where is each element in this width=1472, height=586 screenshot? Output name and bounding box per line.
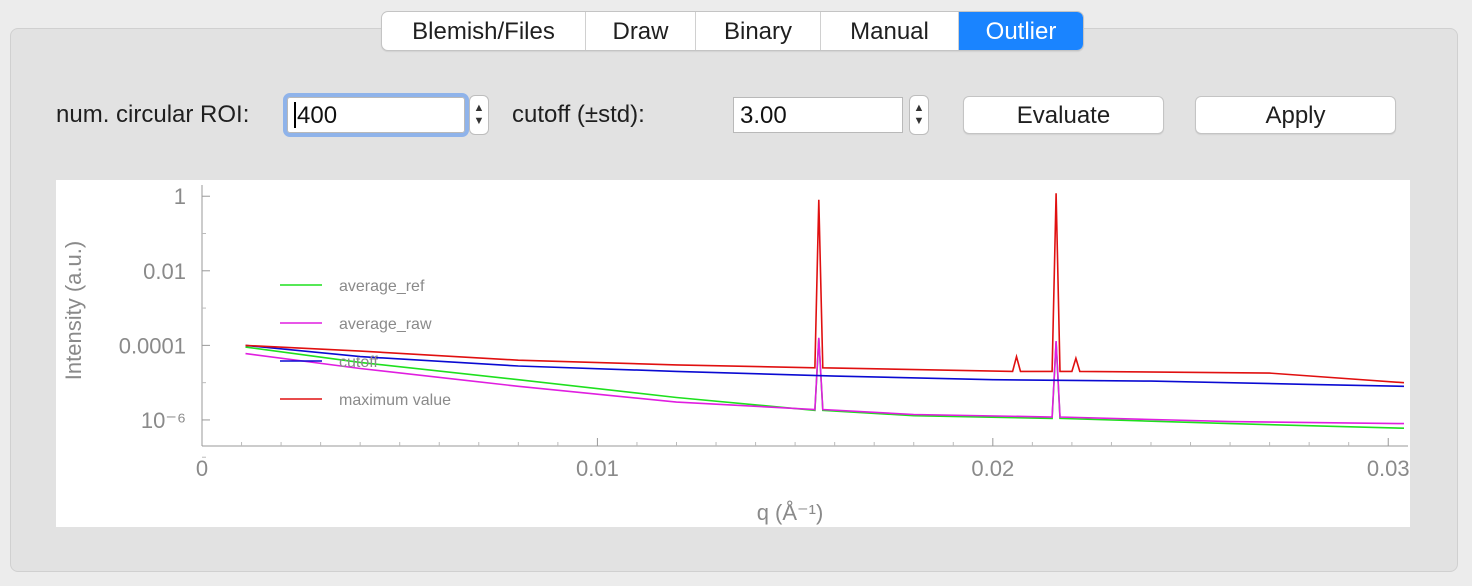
cutoff-label: cutoff (±std): xyxy=(512,101,645,128)
intensity-chart-svg: 0 0.01 0.02 0.03 1 0.01 0.0001 10⁻⁶ q (Å⁻¹) Inten… xyxy=(61,184,1410,525)
cutoff-value: 3.00 xyxy=(740,102,787,129)
y-tick-label: 1 xyxy=(174,184,186,209)
tab-draw[interactable]: Draw xyxy=(586,12,696,50)
stepper-down-icon[interactable]: ▼ xyxy=(473,115,485,127)
stepper-up-icon[interactable]: ▲ xyxy=(473,102,485,114)
tab-manual[interactable]: Manual xyxy=(821,12,959,50)
series-line-cutoff xyxy=(245,344,1405,388)
roi-count-label: num. circular ROI: xyxy=(56,101,250,128)
cutoff-stepper[interactable]: ▲ ▼ xyxy=(909,95,929,135)
legend-label: average_raw xyxy=(339,316,432,333)
roi-count-value: 400 xyxy=(297,102,338,129)
series-line-maximum-value xyxy=(245,193,1405,384)
y-tick-label: 10⁻⁶ xyxy=(141,408,186,433)
roi-count-stepper[interactable]: ▲ ▼ xyxy=(469,95,489,135)
x-tick-label: 0 xyxy=(196,456,208,481)
evaluate-button[interactable]: Evaluate xyxy=(963,96,1164,134)
x-tick-label: 0.01 xyxy=(576,456,619,481)
y-axis-label: Intensity (a.u.) xyxy=(61,241,86,380)
roi-count-input[interactable]: 400 xyxy=(283,93,469,137)
x-tick-label: 0.02 xyxy=(971,456,1014,481)
cutoff-input[interactable]: 3.00 xyxy=(733,97,903,133)
y-tick-label: 0.0001 xyxy=(119,333,186,358)
legend-label: maximum value xyxy=(339,392,451,409)
intensity-plot: 0 0.01 0.02 0.03 1 0.01 0.0001 10⁻⁶ q (Å⁻¹) Inten… xyxy=(56,180,1410,527)
series-line-average_raw xyxy=(245,337,1405,425)
stepper-up-icon[interactable]: ▲ xyxy=(913,102,925,114)
legend-label: average_ref xyxy=(339,278,425,295)
tab-outlier[interactable]: Outlier xyxy=(959,12,1083,50)
y-tick-label: 0.01 xyxy=(143,259,186,284)
series-line-average_ref xyxy=(245,338,1405,429)
mode-tab-bar: Blemish/Files Draw Binary Manual Outlier xyxy=(381,11,1084,51)
stepper-down-icon[interactable]: ▼ xyxy=(913,115,925,127)
text-caret xyxy=(294,102,296,129)
legend-label: cutoff xyxy=(339,354,378,371)
x-axis-label: q (Å⁻¹) xyxy=(757,500,824,525)
tab-blemish-files[interactable]: Blemish/Files xyxy=(382,12,586,50)
x-tick-label: 0.03 xyxy=(1367,456,1410,481)
apply-button[interactable]: Apply xyxy=(1195,96,1396,134)
tab-binary[interactable]: Binary xyxy=(696,12,821,50)
